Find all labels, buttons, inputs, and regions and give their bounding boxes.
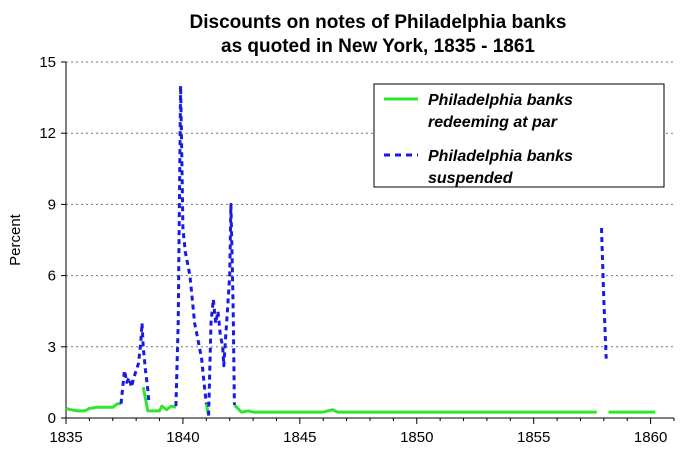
x-tick-label: 1855 (517, 429, 550, 446)
series-suspended-line (207, 202, 236, 416)
y-tick-label: 3 (48, 339, 56, 356)
series-suspended-line (600, 228, 608, 359)
y-tick-label: 15 (39, 54, 56, 71)
y-tick-label: 0 (48, 410, 56, 427)
chart-subtitle: as quoted in New York, 1835 - 1861 (221, 36, 535, 57)
plot-area (65, 84, 656, 416)
series-par-line (233, 403, 597, 414)
legend: Philadelphia banks redeeming at par Phil… (373, 83, 665, 188)
x-tick-label: 1835 (49, 429, 82, 446)
y-tick-label: 6 (48, 268, 56, 285)
series-par-line (141, 386, 177, 413)
series-suspended-line (119, 321, 151, 404)
y-tick-label: 9 (48, 196, 56, 213)
x-tick-label: 1860 (634, 429, 667, 446)
legend-box (373, 83, 665, 188)
legend-label-par-line2: redeeming at par (428, 114, 558, 131)
axes (61, 61, 675, 424)
series-suspended-line (174, 84, 208, 407)
x-tick-label: 1845 (283, 429, 316, 446)
x-tick-label: 1850 (400, 429, 433, 446)
legend-label-par-line1: Philadelphia banks (428, 92, 573, 109)
legend-label-suspended-line1: Philadelphia banks (428, 148, 573, 165)
y-axis-label: Percent (7, 213, 24, 266)
y-tick-label: 12 (39, 125, 56, 142)
chart-title: Discounts on notes of Philadelphia banks (190, 12, 567, 33)
series-par-line (65, 402, 121, 413)
x-tick-label: 1840 (166, 429, 199, 446)
tick-labels: 0 3 6 9 12 15 1835 1840 1845 1850 1855 1860 (39, 54, 667, 446)
legend-label-suspended-line2: suspended (428, 170, 514, 187)
